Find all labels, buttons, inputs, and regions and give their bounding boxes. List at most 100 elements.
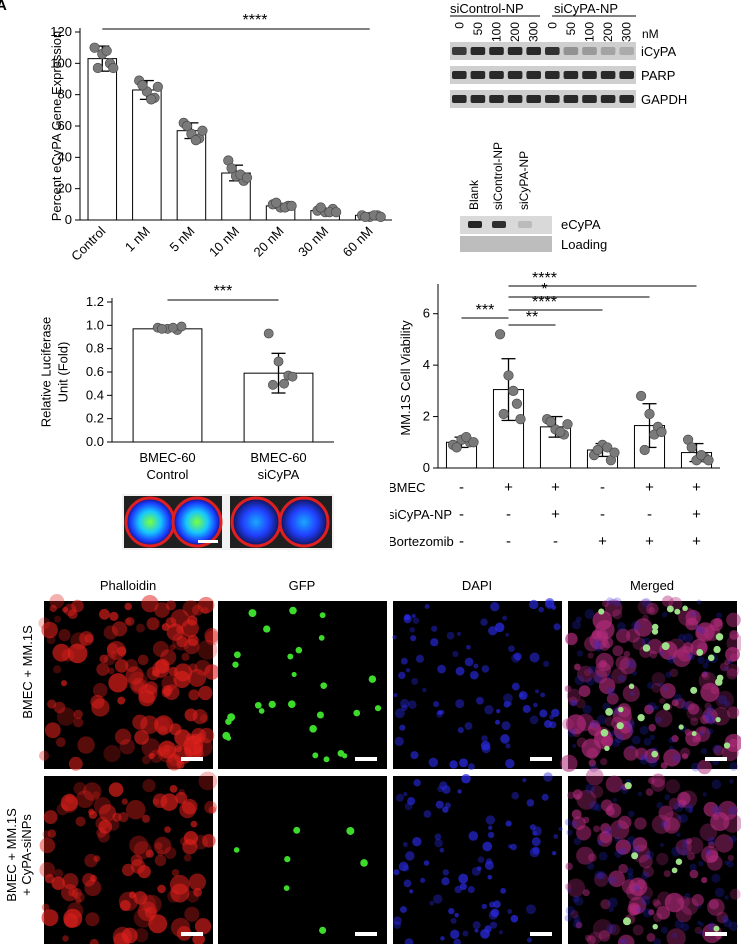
nucleus (727, 659, 733, 665)
nucleus (505, 632, 510, 637)
stain-blob (566, 688, 581, 703)
nucleus (455, 666, 465, 676)
stain-blob (565, 862, 573, 871)
nucleus (481, 903, 487, 910)
nucleus (428, 757, 439, 768)
nucleus (570, 699, 578, 707)
stain-blob (604, 599, 623, 617)
gfp-cell (312, 752, 319, 759)
gfp-cell (284, 856, 291, 863)
nucleus (711, 873, 721, 883)
condition-sign: + (598, 533, 607, 550)
gfp-cell (293, 826, 301, 834)
nucleus (630, 691, 635, 696)
stain-blob (183, 854, 192, 862)
nucleus (532, 846, 540, 855)
gfp-cell (233, 847, 240, 853)
nucleus (699, 628, 706, 635)
nucleus (462, 930, 469, 937)
stain-blob (142, 894, 162, 914)
stain-blob (686, 704, 703, 722)
nucleus (412, 837, 422, 847)
stain-blob (92, 683, 108, 698)
stain-blob (606, 692, 619, 705)
stain-blob (62, 935, 69, 942)
stain-blob (727, 854, 735, 862)
nucleus (437, 785, 444, 793)
nucleus (570, 699, 577, 707)
stain-blob (113, 932, 130, 944)
lane-label: 300 (620, 22, 634, 42)
stain-blob (73, 717, 84, 728)
stain-blob (726, 612, 741, 628)
well-2 (171, 496, 223, 548)
nucleus (728, 921, 739, 932)
blot-band (489, 95, 504, 103)
data-point (156, 323, 167, 334)
nucleus (429, 900, 435, 906)
comparison-label: * (541, 281, 547, 298)
nucleus (553, 623, 561, 631)
stain-blob (701, 671, 708, 678)
data-point (686, 442, 697, 453)
condition-sign: - (506, 533, 511, 550)
nucleus (404, 938, 414, 944)
lane-label: siControl-NP (491, 142, 505, 210)
stain-blob (89, 874, 98, 882)
stain-blob (568, 696, 578, 706)
stain-blob (53, 869, 64, 879)
y-axis-label-line: Unit (Fold) (56, 342, 71, 403)
gfp-cell (600, 728, 609, 737)
stain-blob (73, 782, 87, 796)
nucleus (529, 824, 536, 831)
stain-blob (694, 926, 703, 934)
nucleus (608, 906, 614, 913)
stain-blob (687, 703, 700, 715)
blot-band (545, 47, 560, 55)
stain-blob (600, 799, 613, 812)
gfp-cell (353, 709, 361, 717)
stain-blob (642, 865, 654, 878)
nucleus (393, 921, 402, 929)
stain-blob (628, 877, 648, 897)
stain-blob (685, 617, 699, 631)
bar (132, 328, 203, 443)
stain-blob (584, 636, 600, 652)
stain-blob (705, 849, 719, 863)
stain-blob (726, 706, 740, 719)
data-point (226, 163, 237, 174)
nucleus (454, 912, 459, 918)
nucleus (584, 609, 595, 620)
well-4 (278, 496, 330, 548)
data-point (241, 172, 253, 183)
nucleus (466, 644, 471, 650)
stain-blob (124, 618, 132, 625)
stain-blob (725, 646, 741, 662)
stain-blob (599, 830, 613, 844)
stain-blob (146, 666, 161, 681)
stain-blob (114, 728, 132, 745)
data-point (92, 62, 103, 74)
nucleus (723, 666, 729, 671)
stain-blob (588, 759, 596, 767)
stain-blob (572, 728, 582, 738)
stain-blob (577, 665, 594, 683)
micro-panel-r1-c1 (38, 593, 220, 771)
nucleus (672, 933, 678, 939)
stain-blob (82, 873, 96, 887)
stain-blob (202, 834, 216, 848)
nucleus (400, 657, 408, 665)
nucleus (729, 762, 739, 771)
stain-blob (161, 688, 171, 698)
stain-blob (602, 600, 609, 608)
nucleus (637, 791, 643, 797)
nucleus (702, 792, 708, 797)
blot-band (507, 71, 523, 79)
stain-blob (668, 797, 681, 810)
micro-bg (218, 776, 387, 944)
x-tick-label: 30 nM (295, 224, 331, 260)
gfp-cell (283, 885, 290, 891)
data-point (461, 432, 472, 443)
gfp-cell (651, 623, 659, 631)
nucleus (593, 642, 603, 652)
